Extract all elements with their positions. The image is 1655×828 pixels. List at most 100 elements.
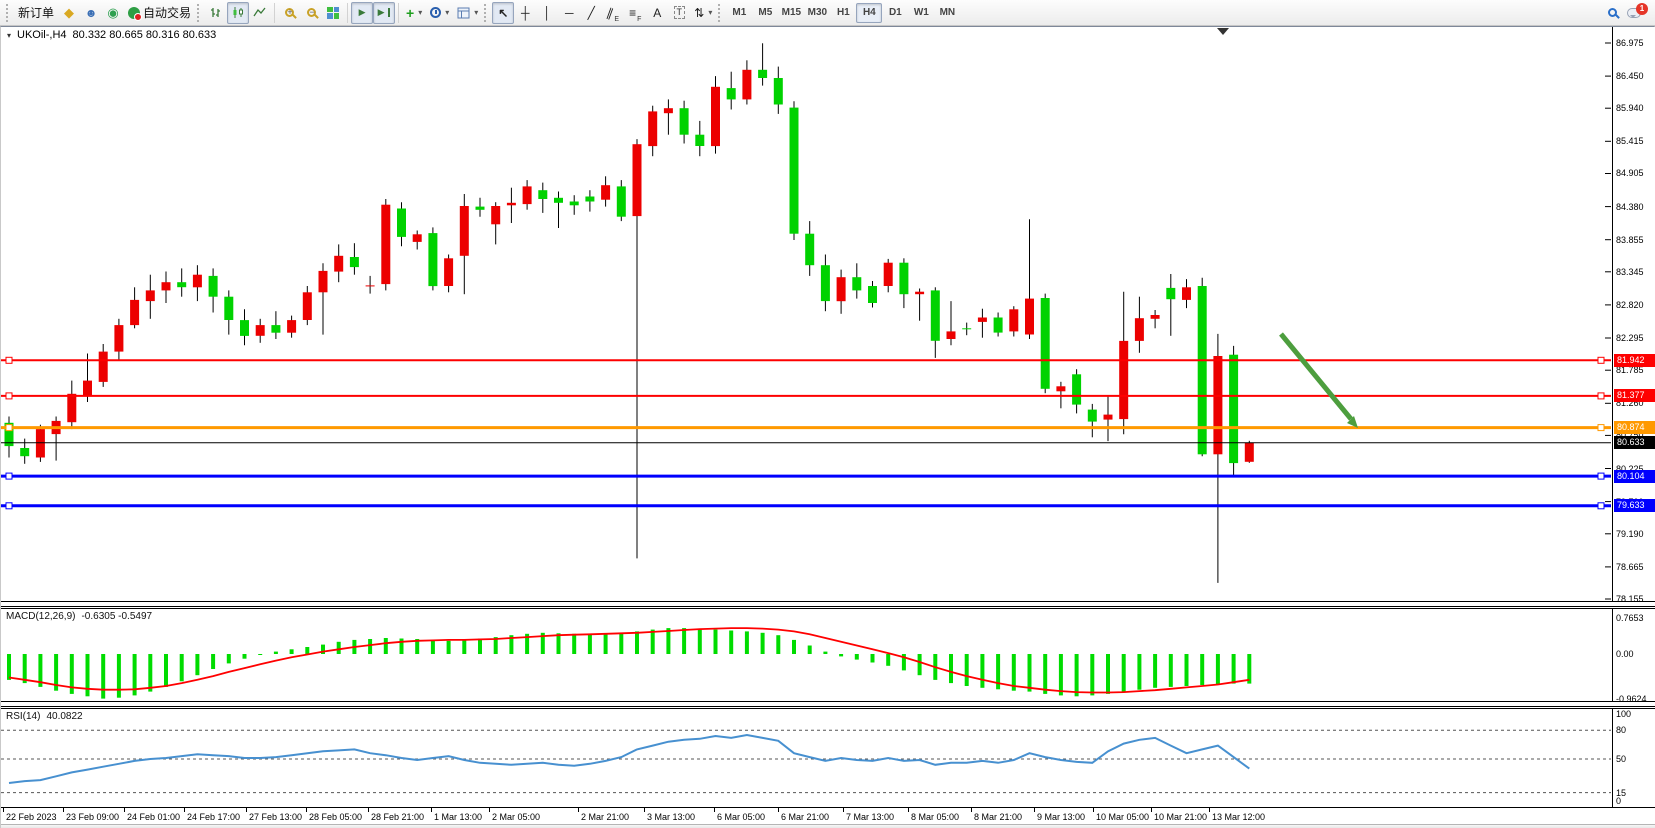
chart-shift-button[interactable]: ▶: [373, 1, 396, 24]
main-chart-pane[interactable]: ▾ UKOil-,H4 80.332 80.665 80.316 80.633 …: [1, 27, 1655, 604]
search-icon: [1607, 8, 1617, 17]
signals-button[interactable]: ◉: [102, 2, 124, 24]
toolbar-grip[interactable]: [6, 3, 10, 22]
pane-splitter[interactable]: [1, 601, 1655, 609]
crosshair-tool-button[interactable]: ┼: [514, 2, 536, 24]
cursor-tool-button[interactable]: ↖: [492, 1, 515, 24]
tile-windows-button[interactable]: [322, 2, 344, 24]
price-tick-label: 83.855: [1616, 234, 1644, 245]
candlestick-chart-button[interactable]: [227, 1, 250, 24]
time-axis-label: 7 Mar 13:00: [846, 812, 895, 822]
auto-scroll-icon: ▶: [358, 7, 366, 17]
price-tick-label: 86.450: [1616, 71, 1644, 82]
hline-80.874[interactable]: [1, 424, 1611, 432]
time-tick: [1034, 808, 1035, 812]
time-axis-label: 24 Feb 01:00: [127, 812, 181, 822]
channel-tool-button[interactable]: ∥ E: [605, 4, 620, 23]
timeframe-h1[interactable]: H1: [836, 7, 850, 18]
price-tick-label: 80.750: [1616, 430, 1644, 441]
collapse-icon[interactable]: ▾: [7, 30, 12, 40]
candle: [83, 353, 92, 402]
timeframe-m5[interactable]: M5: [758, 7, 773, 18]
timeframe-mn[interactable]: MN: [939, 7, 956, 18]
timeframe-m15[interactable]: M15: [781, 7, 802, 18]
hline-80.104[interactable]: [1, 472, 1611, 480]
time-tick: [578, 808, 579, 812]
timeframe-m30[interactable]: M30: [807, 7, 828, 18]
toolbar-grip[interactable]: [484, 3, 488, 22]
trendline-tool-button[interactable]: ╱: [580, 2, 602, 24]
candle: [1213, 333, 1223, 583]
candle: [773, 66, 783, 114]
time-axis[interactable]: 22 Feb 2023 23 Feb 09:00 24 Feb 01:00 24 Fe…: [1, 807, 1655, 824]
time-tick: [714, 808, 715, 812]
rsi-pane[interactable]: RSI(14) 40.0822 100 80 50 15 0: [1, 709, 1655, 807]
trend-arrow[interactable]: [1279, 332, 1358, 428]
flag-button[interactable]: ◆: [58, 2, 80, 24]
periods-button[interactable]: ▾: [426, 2, 453, 24]
chart-shift-marker[interactable]: [1217, 28, 1229, 35]
time-axis-label: 22 Feb 2023: [6, 812, 57, 822]
chat-bubble-icon: 1: [1627, 2, 1648, 18]
text-tool-button[interactable]: A: [646, 2, 668, 24]
hline-79.633[interactable]: [1, 502, 1611, 510]
time-tick: [63, 808, 64, 812]
rsi-name: RSI(14): [6, 711, 41, 722]
candle: [585, 190, 595, 212]
indicators-button[interactable]: + ▾: [402, 2, 426, 24]
timeframe-h4[interactable]: H4: [856, 2, 883, 23]
hline-81.942[interactable]: [1, 356, 1611, 364]
new-order-button[interactable]: 新订单: [14, 2, 58, 24]
profile-button[interactable]: ☻: [80, 2, 102, 24]
timeframe-m1[interactable]: M1: [732, 7, 747, 18]
chevron-down-icon: ▾: [474, 8, 479, 17]
search-button[interactable]: [1601, 2, 1623, 24]
toolbar-grip[interactable]: [718, 3, 722, 22]
notifications-button[interactable]: 1: [1623, 2, 1648, 24]
candle: [805, 221, 815, 276]
zoom-out-button[interactable]: −: [300, 2, 322, 24]
price-axis[interactable]: 86.975 86.450 85.940 85.415 84.905 84.380 83.8…: [1612, 27, 1655, 604]
signal-icon: ◉: [107, 4, 119, 20]
auto-scroll-button[interactable]: ▶: [351, 1, 374, 24]
candle: [365, 275, 375, 294]
timeframe-group: M1 M5 M15 M30 H1 H4 D1 W1 MN: [726, 2, 960, 23]
candle: [993, 312, 1003, 337]
toolbar-grip[interactable]: [197, 3, 201, 22]
candle: [491, 202, 501, 245]
vertical-line-tool-button[interactable]: │: [536, 2, 558, 24]
candle: [1197, 277, 1207, 457]
chevron-down-icon: ▾: [418, 8, 423, 17]
zoom-in-button[interactable]: +: [278, 2, 300, 24]
time-tick: [184, 808, 185, 812]
rsi-line: [8, 733, 1250, 784]
price-tick-label: 84.905: [1616, 168, 1644, 179]
templates-button[interactable]: ▾: [453, 2, 482, 24]
bar-chart-button[interactable]: [205, 2, 227, 24]
time-tick: [3, 808, 4, 812]
horizontal-line-icon: ─: [565, 5, 574, 20]
line-chart-button[interactable]: [249, 2, 271, 24]
price-marker-label: 80.874: [1614, 421, 1655, 435]
macd-axis-label: 0.00: [1616, 649, 1634, 659]
toolbar-separator: [347, 2, 349, 23]
arrows-tool-button[interactable]: ⇅ ▾: [690, 2, 716, 24]
candle: [208, 268, 218, 313]
label-tool-button[interactable]: T: [668, 2, 690, 24]
rsi-axis-label: 80: [1616, 725, 1627, 736]
chart-title: ▾ UKOil-,H4 80.332 80.665 80.316 80.633: [7, 29, 216, 41]
zoom-out-icon: −: [306, 8, 316, 17]
timeframe-d1[interactable]: D1: [888, 7, 902, 18]
pane-splitter[interactable]: [1, 701, 1655, 709]
time-tick: [1209, 808, 1210, 812]
horizontal-line-tool-button[interactable]: ─: [558, 2, 580, 24]
autotrading-button[interactable]: 自动交易: [124, 2, 195, 24]
candle: [240, 309, 249, 346]
timeframe-w1[interactable]: W1: [913, 7, 929, 18]
macd-values: -0.6305 -0.5497: [81, 611, 153, 622]
macd-pane[interactable]: MACD(12,26,9) -0.6305 -0.5497 0.7653 0.00…: [1, 609, 1655, 704]
hline-81.377[interactable]: [1, 392, 1611, 400]
candle: [711, 76, 720, 154]
fibonacci-tool-button[interactable]: ≡ F: [629, 5, 642, 23]
time-axis-label: 23 Feb 09:00: [66, 812, 120, 822]
